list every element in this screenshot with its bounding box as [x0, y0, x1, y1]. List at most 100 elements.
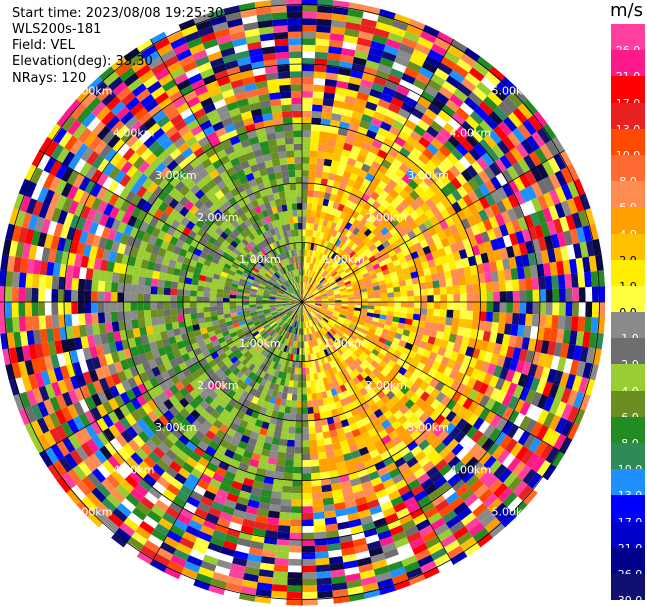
velocity-cell — [369, 324, 378, 331]
velocity-cell — [530, 421, 543, 438]
velocity-cell — [304, 314, 307, 322]
velocity-cell — [434, 240, 444, 250]
velocity-cell — [406, 152, 419, 164]
velocity-cell — [31, 183, 43, 201]
velocity-cell — [98, 213, 110, 227]
velocity-cell — [352, 315, 360, 321]
velocity-cell — [337, 433, 347, 443]
velocity-cell — [297, 314, 300, 322]
velocity-cell — [224, 470, 236, 481]
velocity-cell — [210, 244, 219, 253]
velocity-cell — [445, 387, 457, 399]
velocity-cell — [320, 357, 326, 365]
velocity-cell — [405, 278, 413, 286]
velocity-cell — [157, 247, 167, 258]
velocity-cell — [317, 445, 326, 453]
velocity-cell — [548, 414, 562, 431]
velocity-cell — [193, 248, 203, 257]
velocity-cell — [269, 304, 276, 308]
velocity-cell — [404, 525, 419, 537]
velocity-cell — [108, 250, 118, 263]
velocity-cell — [316, 258, 321, 266]
velocity-cell — [207, 542, 223, 553]
velocity-cell — [302, 427, 309, 434]
velocity-cell — [227, 352, 236, 361]
velocity-cell — [173, 136, 186, 149]
velocity-cell — [349, 275, 357, 281]
velocity-cell — [208, 584, 226, 596]
velocity-cell — [24, 359, 35, 376]
velocity-cell — [255, 297, 263, 300]
velocity-cell — [306, 380, 311, 388]
velocity-cell — [348, 443, 359, 453]
velocity-cell — [269, 302, 276, 304]
velocity-cell — [311, 288, 318, 294]
velocity-cell — [500, 511, 517, 528]
velocity-cell — [321, 391, 328, 399]
velocity-cell — [388, 163, 399, 174]
velocity-cell — [194, 385, 204, 395]
velocity-cell — [159, 381, 170, 392]
velocity-cell — [460, 452, 474, 466]
velocity-cell — [281, 358, 287, 366]
velocity-cell — [249, 291, 257, 295]
velocity-cell — [510, 324, 519, 337]
velocity-cell — [327, 293, 335, 297]
velocity-cell — [253, 245, 261, 253]
velocity-cell — [119, 174, 132, 187]
velocity-cell — [511, 371, 522, 385]
velocity-cell — [140, 148, 153, 161]
velocity-cell — [204, 385, 214, 396]
velocity-cell — [5, 271, 14, 287]
velocity-cell — [72, 123, 87, 140]
velocity-cell — [347, 293, 355, 298]
velocity-cell — [368, 269, 376, 276]
velocity-cell — [257, 575, 273, 585]
velocity-cell — [308, 256, 312, 264]
velocity-cell — [282, 295, 290, 299]
velocity-cell — [91, 487, 107, 503]
velocity-cell — [125, 96, 141, 111]
velocity-cell — [274, 325, 280, 332]
velocity-cell — [262, 482, 274, 491]
velocity-cell — [465, 134, 479, 148]
velocity-cell — [432, 280, 440, 289]
velocity-cell — [404, 204, 415, 215]
velocity-cell — [66, 226, 77, 241]
velocity-cell — [302, 302, 304, 309]
velocity-cell — [325, 274, 332, 280]
velocity-cell — [420, 302, 428, 309]
velocity-cell — [64, 302, 72, 315]
velocity-cell — [370, 191, 380, 201]
velocity-cell — [99, 522, 116, 538]
velocity-cell — [312, 91, 325, 99]
velocity-cell — [138, 318, 146, 328]
velocity-cell — [386, 311, 394, 317]
velocity-cell — [315, 170, 323, 179]
velocity-cell — [514, 336, 524, 349]
velocity-cell — [302, 189, 308, 197]
velocity-cell — [377, 180, 388, 190]
velocity-cell — [281, 275, 287, 282]
velocity-cell — [358, 148, 370, 158]
velocity-cell — [302, 381, 307, 388]
velocity-cell — [76, 500, 93, 517]
velocity-cell — [277, 270, 283, 277]
velocity-cell — [432, 166, 445, 179]
velocity-cell — [391, 276, 399, 283]
velocity-cell — [467, 413, 479, 427]
velocity-cell — [419, 191, 431, 203]
velocity-cell — [189, 302, 197, 308]
velocity-cell — [517, 430, 531, 446]
velocity-cell — [189, 549, 206, 561]
velocity-cell — [130, 293, 138, 302]
velocity-cell — [287, 339, 292, 347]
velocity-cell — [341, 547, 356, 557]
velocity-cell — [88, 135, 103, 151]
velocity-cell — [472, 86, 488, 101]
velocity-cell — [434, 354, 444, 364]
velocity-cell — [448, 369, 459, 380]
velocity-cell — [157, 441, 170, 454]
velocity-cell — [544, 354, 554, 369]
velocity-cell — [325, 185, 333, 194]
